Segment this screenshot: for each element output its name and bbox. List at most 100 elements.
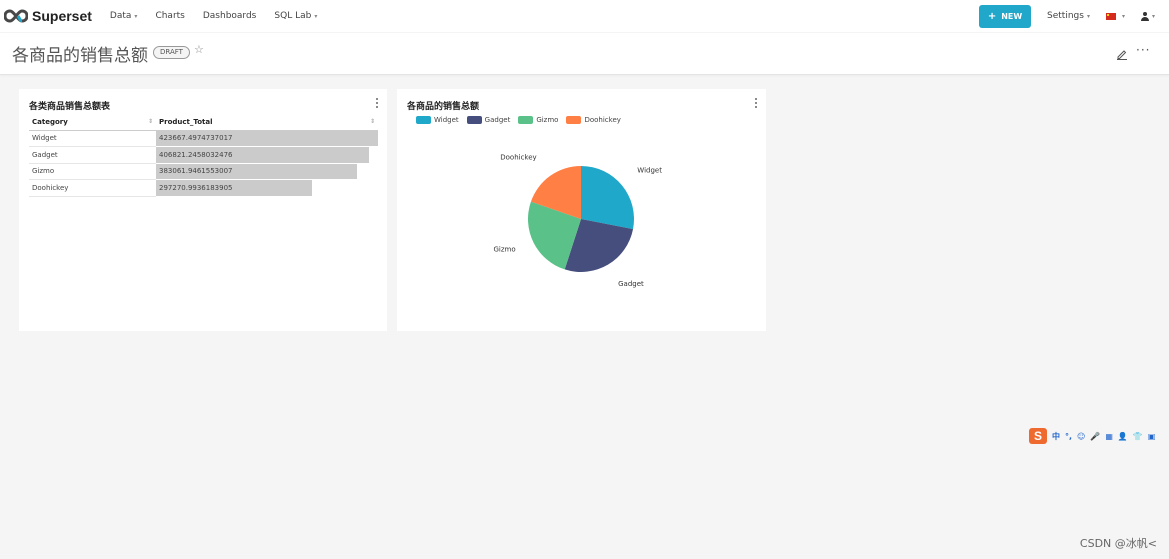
pie-label-doohickey: Doohickey [500,154,536,162]
legend-swatch [416,116,431,124]
pie-label-widget: Widget [637,167,662,175]
ime-microphone-icon[interactable]: 🎤 [1090,431,1101,441]
pie-slice-gizmo[interactable] [528,201,581,270]
dashboard-title[interactable]: 各商品的销售总额 [12,46,148,66]
plus-icon: + [987,10,997,22]
chevron-down-icon: ▾ [1086,12,1090,20]
top-navbar: Superset Data ▾ Charts Dashboards SQL La… [0,0,1169,32]
ime-chinese-icon[interactable]: 中 [1052,431,1060,441]
pencil-icon [1117,50,1127,60]
favorite-star-icon[interactable]: ☆ [194,43,204,56]
user-menu[interactable]: ▾ [1140,11,1155,21]
legend-item-doohickey[interactable]: Doohickey [566,116,621,124]
pie-slice-doohickey[interactable] [530,166,581,219]
chevron-down-icon: ▾ [1121,12,1125,20]
ime-keyboard-icon[interactable]: ▦ [1105,431,1113,441]
user-icon [1140,11,1149,21]
superset-logo-icon [4,9,28,23]
chevron-down-icon: ▾ [314,12,318,20]
table-row: Gizmo 383061.9461553007 [29,163,378,180]
table-chart-title: 各类商品销售总额表 [29,102,111,112]
column-header-label: Product_Total [159,117,213,126]
legend-item-gizmo[interactable]: Gizmo [518,116,558,124]
legend-label: Doohickey [584,116,621,124]
ime-emoji-icon[interactable]: ☺ [1077,431,1086,441]
total-cell: 406821.2458032476 [156,146,378,164]
category-cell: Gadget [29,146,156,164]
table-header-row: Category ⇕ Product_Total ⇕ [29,114,378,131]
watermark: CSDN @冰帆< [1079,537,1157,550]
column-header-category[interactable]: Category ⇕ [29,114,156,131]
total-cell: 423667.4974737017 [156,130,378,147]
ime-grid-icon[interactable]: ▣ [1147,431,1156,441]
value-bar [156,147,370,163]
legend-item-gadget[interactable]: Gadget [466,116,511,124]
superset-logo[interactable]: Superset [4,8,92,24]
column-header-product-total[interactable]: Product_Total ⇕ [156,114,378,131]
pie-slice-gadget[interactable] [564,219,634,272]
nav-item-dashboards[interactable]: Dashboards [203,11,257,21]
legend-swatch [466,116,482,124]
nav-item-charts[interactable]: Charts [155,11,184,21]
table-chart-card: 各类商品销售总额表 Category ⇕ Product_Total ⇕ Wid… [19,89,387,331]
legend-label: Widget [434,116,459,124]
legend-label: Gadget [484,116,511,124]
value-bar [156,180,312,196]
nav-item-label: Data [109,11,132,21]
category-cell: Widget [29,130,156,147]
column-header-label: Category [32,117,68,126]
settings-menu[interactable]: Settings ▾ [1047,11,1090,21]
category-cell: Doohickey [29,179,156,197]
total-value: 383061.9461553007 [159,167,233,176]
pie-slice-widget[interactable] [581,166,634,230]
nav-item-label: Charts [155,11,185,21]
value-bar [156,163,357,179]
ime-punctuation-icon[interactable]: °, [1065,431,1073,441]
draft-badge[interactable]: DRAFT [153,46,190,59]
pie-legend: Widget Gadget Gizmo Doohickey [416,116,629,124]
pie-chart-title: 各商品的销售总额 [407,102,480,112]
sogou-logo-icon[interactable]: S [1029,428,1047,444]
total-value: 406821.2458032476 [159,150,233,159]
table-row: Gadget 406821.2458032476 [29,146,378,164]
nav-item-label: Dashboards [202,11,257,21]
nav-item-data[interactable]: Data ▾ [110,11,138,21]
ime-toolbar: S 中 °, ☺ 🎤 ▦ 👤 👕 ▣ [1029,427,1169,445]
chevron-down-icon: ▾ [134,12,138,20]
value-bar [156,130,378,146]
new-button-label: NEW [1001,11,1023,21]
more-options-icon[interactable]: ··· [1136,43,1151,57]
legend-item-widget[interactable]: Widget [416,116,459,124]
china-flag-icon [1105,12,1116,20]
ime-user-icon[interactable]: 👤 [1117,431,1128,441]
legend-label: Gizmo [536,116,559,124]
legend-swatch [566,116,582,124]
total-cell: 383061.9461553007 [156,163,378,180]
nav-item-sql-lab[interactable]: SQL Lab ▾ [274,11,317,21]
total-cell: 297270.9936183905 [156,179,378,197]
total-value: 423667.4974737017 [159,134,233,143]
pie-label-gadget: Gadget [618,280,644,288]
chevron-down-icon: ▾ [1151,12,1155,20]
table-row: Doohickey 297270.9936183905 [29,179,378,197]
new-button[interactable]: + NEW [979,4,1032,28]
pie-chart-card: 各商品的销售总额 Widget Gadget Gizmo Doohickey Widg… [397,89,766,331]
table-row: Widget 423667.4974737017 [29,130,378,147]
legend-swatch [518,116,534,124]
language-menu[interactable]: ▾ [1105,12,1125,20]
edit-pencil-icon[interactable] [1116,45,1128,64]
category-cell: Gizmo [29,163,156,180]
pie-chart: Widget Gadget Gizmo Doohickey [493,154,662,288]
settings-label: Settings [1047,11,1084,21]
total-value: 297270.9936183905 [159,183,233,192]
sales-table: Category ⇕ Product_Total ⇕ Widget 423667… [29,114,378,197]
nav-item-label: SQL Lab [274,11,312,21]
pie-label-gizmo: Gizmo [493,246,515,254]
dashboard-header: 各商品的销售总额 DRAFT ☆ ··· [0,33,1169,75]
kebab-menu-icon[interactable] [754,98,758,109]
sort-icon[interactable]: ⇕ [369,118,375,125]
kebab-menu-icon[interactable] [375,98,379,109]
brand-name: Superset [32,8,92,24]
ime-skin-icon[interactable]: 👕 [1132,431,1143,441]
sort-icon[interactable]: ⇕ [147,118,153,125]
